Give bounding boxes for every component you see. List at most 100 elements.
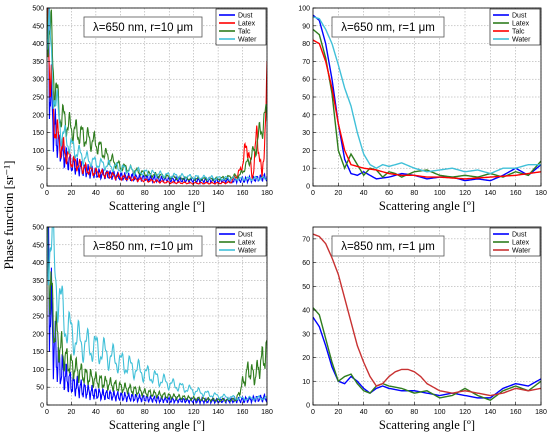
x-tick-label: 0 — [45, 190, 49, 197]
x-tick-label: 60 — [116, 409, 124, 416]
y-tick-label: 300 — [32, 77, 44, 84]
series-line-water — [313, 16, 541, 175]
series-line-latex — [47, 227, 267, 403]
x-tick-label: 20 — [334, 190, 342, 197]
x-tick-label: 180 — [261, 190, 273, 197]
y-tick-label: 30 — [302, 130, 310, 137]
annotation-label: λ=650 nm, r=10 μm — [93, 22, 193, 34]
y-tick-label: 40 — [302, 112, 310, 119]
series-line-latex — [313, 28, 541, 179]
annotation-box — [83, 16, 203, 38]
x-tick-label: 20 — [334, 409, 342, 416]
y-tick-label: 50 — [302, 95, 310, 102]
x-tick-label: 120 — [459, 409, 471, 416]
y-tick-label: 500 — [32, 6, 44, 13]
x-tick-label: 60 — [385, 190, 393, 197]
x-tick-label: 60 — [116, 190, 124, 197]
chart-panels: 0 20 40 60 80 100 120 140 160 1800501001502002503… — [32, 6, 547, 433]
y-tick-label: 250 — [32, 95, 44, 102]
x-axis-label: Scattering angle [º] — [379, 418, 475, 432]
y-tick-label: 60 — [302, 260, 310, 267]
x-tick-label: 20 — [68, 190, 76, 197]
x-tick-label: 140 — [484, 190, 496, 197]
y-tick-label: 100 — [32, 367, 44, 374]
x-tick-label: 80 — [141, 190, 149, 197]
legend-entry-dust: Dust — [238, 13, 252, 20]
x-tick-label: 120 — [188, 190, 200, 197]
legend-entry-water: Water — [512, 248, 531, 255]
chart-panel-2: 0 20 40 60 80 100 120 140 160 180 0 10 20 30 40 50 60 70 8… — [298, 6, 547, 214]
annotation-box — [331, 235, 445, 257]
y-tick-label: 200 — [32, 331, 44, 338]
series-line-talc — [313, 39, 541, 180]
y-tick-label: 90 — [302, 23, 310, 30]
x-tick-label: 80 — [141, 409, 149, 416]
x-tick-label: 40 — [360, 190, 368, 197]
legend-entry-dust: Dust — [238, 232, 252, 239]
legend-entry-dust: Dust — [512, 232, 526, 239]
x-tick-label: 100 — [434, 190, 446, 197]
annotation-label: λ=650 nm, r=1 μm — [341, 22, 435, 34]
y-tick-label: 0 — [40, 403, 44, 410]
series-line-latex — [47, 8, 267, 185]
chart-panel-4: 0 20 40 60 80 100 120 140 160 180 0 10 20 30 40 50 60 70 S… — [302, 226, 547, 432]
legend-entry-water: Water — [238, 248, 257, 255]
chart-panel-1: 0 20 40 60 80 100 120 140 160 180 0 50 100 150 200 250 3… — [32, 6, 273, 214]
legend-entry-water: Water — [238, 37, 257, 44]
x-axis-label: Scattering angle [º] — [109, 199, 205, 213]
x-tick-label: 60 — [385, 409, 393, 416]
series-line-dust — [313, 14, 541, 182]
series-line-water — [313, 233, 541, 397]
x-tick-label: 40 — [360, 409, 368, 416]
x-tick-label: 0 — [311, 190, 315, 197]
legend-entry-talc: Talc — [512, 29, 525, 36]
legend-entry-latex: Latex — [238, 21, 256, 28]
x-tick-label: 100 — [163, 409, 175, 416]
y-tick-label: 450 — [32, 23, 44, 30]
y-tick-label: 60 — [302, 77, 310, 84]
annotation-label: λ=850 nm, r=10 μm — [93, 241, 193, 253]
x-tick-label: 140 — [212, 190, 224, 197]
x-tick-label: 40 — [92, 409, 100, 416]
series-line-dust — [313, 316, 541, 399]
y-tick-label: 20 — [302, 355, 310, 362]
y-tick-label: 70 — [302, 59, 310, 66]
y-tick-label: 50 — [36, 385, 44, 392]
y-tick-label: 350 — [32, 59, 44, 66]
x-tick-label: 180 — [535, 190, 547, 197]
legend-entry-latex: Latex — [238, 240, 256, 247]
y-tick-label: 50 — [302, 284, 310, 291]
x-tick-label: 40 — [92, 190, 100, 197]
legend-entry-latex: Latex — [512, 21, 530, 28]
x-axis-label: Scattering angle [º] — [379, 199, 475, 213]
y-tick-label: 30 — [302, 331, 310, 338]
series-line-water — [47, 8, 267, 182]
y-tick-label: 40 — [302, 308, 310, 315]
y-tick-label: 350 — [32, 278, 44, 285]
y-tick-label: 0 — [306, 184, 310, 191]
y-tick-label: 250 — [32, 314, 44, 321]
annotation-box — [331, 16, 445, 38]
legend-entry-water: Water — [512, 37, 531, 44]
y-tick-label: 150 — [32, 130, 44, 137]
x-tick-label: 140 — [212, 409, 224, 416]
series-line-latex — [313, 307, 541, 402]
annotation-label: λ=850 nm, r=1 μm — [341, 241, 435, 253]
figure-y-axis-label: Phase function [sr⁻¹] — [1, 161, 16, 270]
x-tick-label: 100 — [163, 190, 175, 197]
plot-frame — [312, 226, 542, 406]
x-tick-label: 80 — [410, 409, 418, 416]
x-tick-label: 160 — [510, 190, 522, 197]
y-tick-label: 0 — [306, 403, 310, 410]
x-tick-label: 0 — [45, 409, 49, 416]
chart-panel-3: 0 20 40 60 80 100 120 140 160 180 0 50 100 150 200 250 3… — [32, 225, 273, 433]
x-tick-label: 120 — [188, 409, 200, 416]
x-tick-label: 160 — [510, 409, 522, 416]
y-tick-label: 100 — [298, 6, 310, 13]
y-tick-label: 500 — [32, 225, 44, 232]
y-tick-label: 400 — [32, 41, 44, 48]
y-tick-label: 450 — [32, 242, 44, 249]
legend-box — [215, 227, 267, 257]
x-tick-label: 0 — [311, 409, 315, 416]
